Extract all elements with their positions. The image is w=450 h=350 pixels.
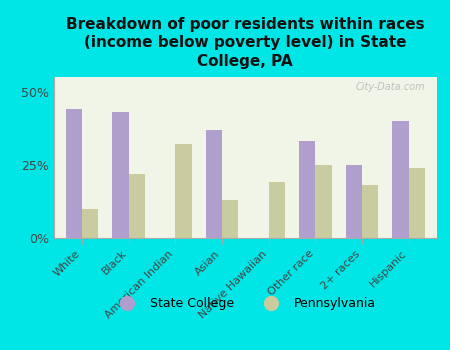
Bar bbox=[222, 200, 238, 238]
Bar bbox=[176, 144, 192, 238]
Bar bbox=[82, 209, 98, 238]
Legend: State College, Pennsylvania: State College, Pennsylvania bbox=[110, 293, 381, 315]
Bar bbox=[299, 141, 315, 238]
Text: City-Data.com: City-Data.com bbox=[356, 82, 425, 92]
Bar bbox=[362, 185, 378, 238]
Bar bbox=[129, 174, 145, 238]
Bar bbox=[346, 165, 362, 238]
Bar bbox=[409, 168, 425, 238]
Bar bbox=[206, 130, 222, 238]
Bar bbox=[112, 112, 129, 238]
Bar bbox=[392, 121, 409, 238]
Bar bbox=[315, 165, 332, 238]
Bar bbox=[269, 182, 285, 238]
Title: Breakdown of poor residents within races
(income below poverty level) in State
C: Breakdown of poor residents within races… bbox=[66, 17, 424, 69]
Bar bbox=[66, 109, 82, 238]
